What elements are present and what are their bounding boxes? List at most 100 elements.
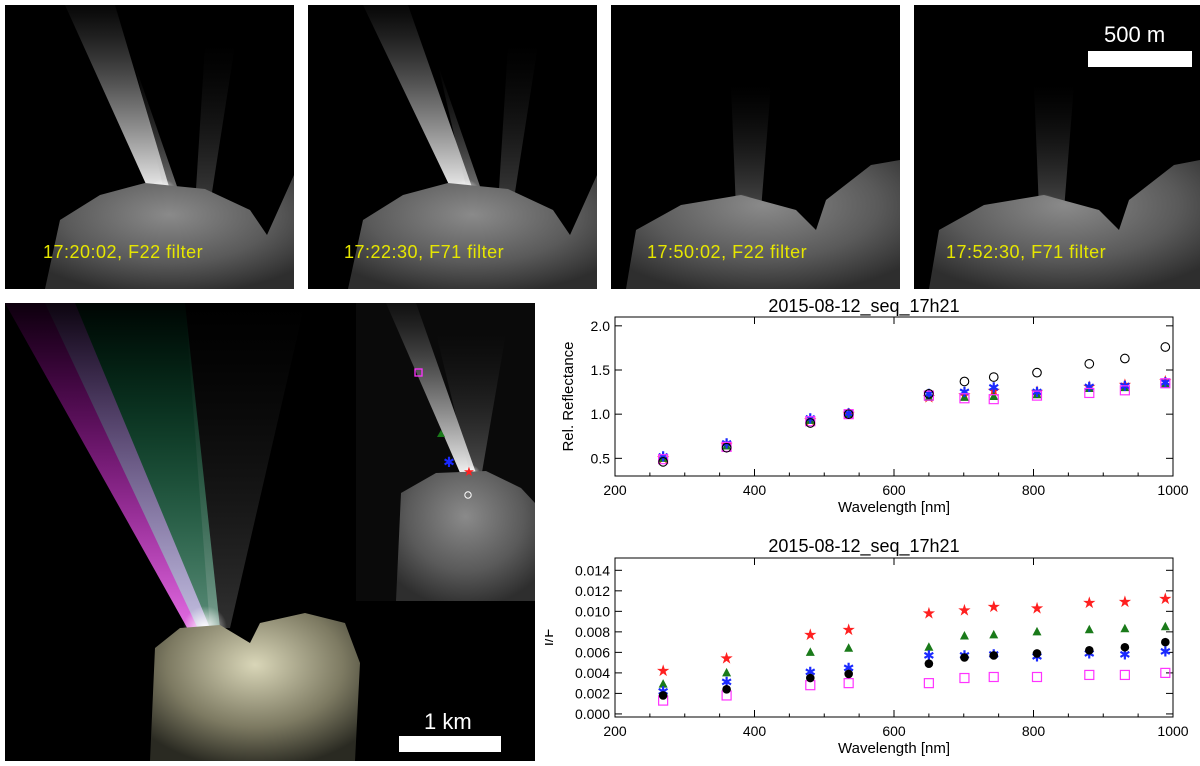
chart2-xtick-label: 1000 [1157, 723, 1188, 739]
chart2-ytick-label: 0.014 [575, 562, 610, 578]
chart1-point-circle [658, 457, 668, 467]
comet-image-1 [45, 5, 294, 289]
chart1-point-triangle [844, 409, 854, 418]
chart2-point-circle [960, 653, 969, 662]
chart2-point-square [1084, 669, 1095, 681]
chart2: 200 400 600 800 1000 0.000 0.002 0.004 0.006 0.00… [545, 557, 1189, 757]
chart2-point-triangle [1120, 623, 1130, 633]
chart2-xtick-label: 400 [743, 723, 767, 739]
chart1-point-circle [805, 418, 816, 428]
chart1-point-triangle [959, 392, 969, 401]
chart2-xtick-label: 200 [603, 723, 627, 739]
chart2-point-triangle [1084, 624, 1094, 634]
panel-caption-1: 17:20:02, F22 filter [43, 242, 204, 262]
inset-marker-triangle [437, 430, 445, 437]
chart1-point-triangle [1120, 382, 1130, 392]
inset-image-panel: ✱ ★ [356, 303, 535, 601]
chart1-point-circle [721, 442, 732, 453]
chart1-ylabel: Rel. Reflectance [560, 341, 577, 451]
chart1-point-asterisk: ✱ [959, 384, 971, 400]
chart1-xlabel: Wavelength [nm] [838, 499, 950, 516]
chart1-point-circle [959, 376, 970, 387]
chart2-frame [614, 557, 1174, 718]
chart1-point-asterisk: ✱ [1159, 374, 1171, 390]
chart1-point-circle [988, 372, 999, 382]
comet-image-4 [929, 85, 1200, 289]
chart1-point-asterisk: ✱ [923, 386, 935, 402]
chart1-point-square [658, 454, 669, 465]
chart2-point-star: ★ [1030, 600, 1044, 617]
chart1-point-circle [1032, 367, 1042, 378]
chart1-point-triangle [1032, 389, 1042, 399]
chart1-ytick-label: 2.0 [591, 318, 611, 334]
chart2-point-square [988, 671, 999, 683]
chart2-point-square [923, 678, 934, 689]
chart1-xtick-label: 600 [882, 482, 906, 498]
chart2-point-circle [1085, 646, 1094, 655]
chart2-point-square [959, 672, 970, 684]
panel-caption-4: 17:52:30, F71 filter [946, 242, 1107, 262]
chart2-point-star: ★ [1158, 591, 1172, 608]
chart1-point-circle [1160, 342, 1171, 352]
chart2-title: 2015-08-12_seq_17h21 [768, 536, 960, 556]
image-panel-1: 17:20:02, F22 filter [5, 5, 294, 289]
chart2-point-square [1119, 669, 1130, 681]
chart2-ytick-label: 0.006 [575, 644, 610, 660]
chart1-ytick-label: 0.5 [591, 450, 611, 466]
scale-bar-1km [399, 736, 501, 752]
chart2-ytick-label: 0.010 [575, 603, 610, 619]
chart1-ytick-label: 1.0 [591, 406, 611, 422]
chart2-point-circle [722, 685, 731, 694]
chart2-point-asterisk: ✱ [721, 674, 733, 690]
chart2-point-square [1031, 671, 1043, 683]
chart1-point-circle [843, 409, 854, 420]
chart1-point-triangle [722, 440, 732, 450]
chart1-point-circle [1084, 358, 1095, 369]
image-panel-4: 17:52:30, F71 filter 500 m [914, 5, 1200, 289]
chart2-point-star: ★ [987, 599, 1001, 616]
chart2-point-triangle [1160, 621, 1170, 631]
chart2-ylabel: I/F [545, 629, 557, 647]
chart1-point-triangle [1084, 383, 1094, 393]
chart1-point-circle [1120, 353, 1130, 364]
chart1-point-triangle [1160, 379, 1170, 388]
chart2-ytick-label: 0.002 [575, 685, 610, 701]
scale-bar-500m [1088, 51, 1192, 67]
chart2-point-circle [1161, 637, 1170, 647]
chart2-point-asterisk: ✱ [923, 647, 935, 663]
chart2-point-asterisk: ✱ [1119, 646, 1131, 662]
panel-caption-3: 17:50:02, F22 filter [647, 242, 808, 262]
chart1: 200 400 600 800 1000 0.5 1.0 1.5 2.0 Wavelength [… [560, 316, 1189, 516]
chart1-point-square [1084, 387, 1095, 399]
chart1-point-asterisk: ✱ [988, 380, 1000, 396]
chart1-frame [614, 316, 1174, 477]
chart1-point-asterisk: ✱ [1031, 384, 1043, 400]
chart2-point-square [843, 678, 854, 689]
inset-marker-square [414, 368, 423, 377]
chart2-point-circle [844, 669, 853, 679]
chart1-point-triangle [989, 391, 999, 400]
comet-image-2 [348, 5, 597, 289]
chart2-ytick-label: 0.000 [575, 706, 610, 722]
chart1-xtick-label: 800 [1022, 482, 1046, 498]
chart2-point-triangle [989, 629, 999, 639]
chart2-point-star: ★ [1118, 594, 1132, 611]
chart2-point-triangle [959, 630, 969, 640]
comet-image-3 [626, 85, 900, 289]
chart1-point-asterisk: ✱ [843, 405, 855, 421]
chart2-point-star: ★ [922, 605, 936, 622]
chart2-point-star: ★ [957, 602, 971, 619]
inset-marker-star: ★ [463, 464, 475, 479]
chart2-point-square [1160, 667, 1171, 678]
chart2-point-asterisk: ✱ [804, 664, 816, 680]
chart2-point-star: ★ [719, 651, 733, 668]
color-composite-image [5, 303, 360, 761]
chart1-point-asterisk: ✱ [657, 449, 669, 465]
chart2-ytick-label: 0.004 [575, 665, 610, 681]
chart1-xtick-label: 200 [603, 482, 627, 498]
image-panel-3: 17:50:02, F22 filter [611, 5, 900, 289]
chart2-point-triangle [805, 647, 815, 656]
chart1-point-triangle [924, 392, 934, 401]
chart2-ytick-label: 0.008 [575, 624, 610, 640]
chart2-point-asterisk: ✱ [1159, 643, 1171, 659]
